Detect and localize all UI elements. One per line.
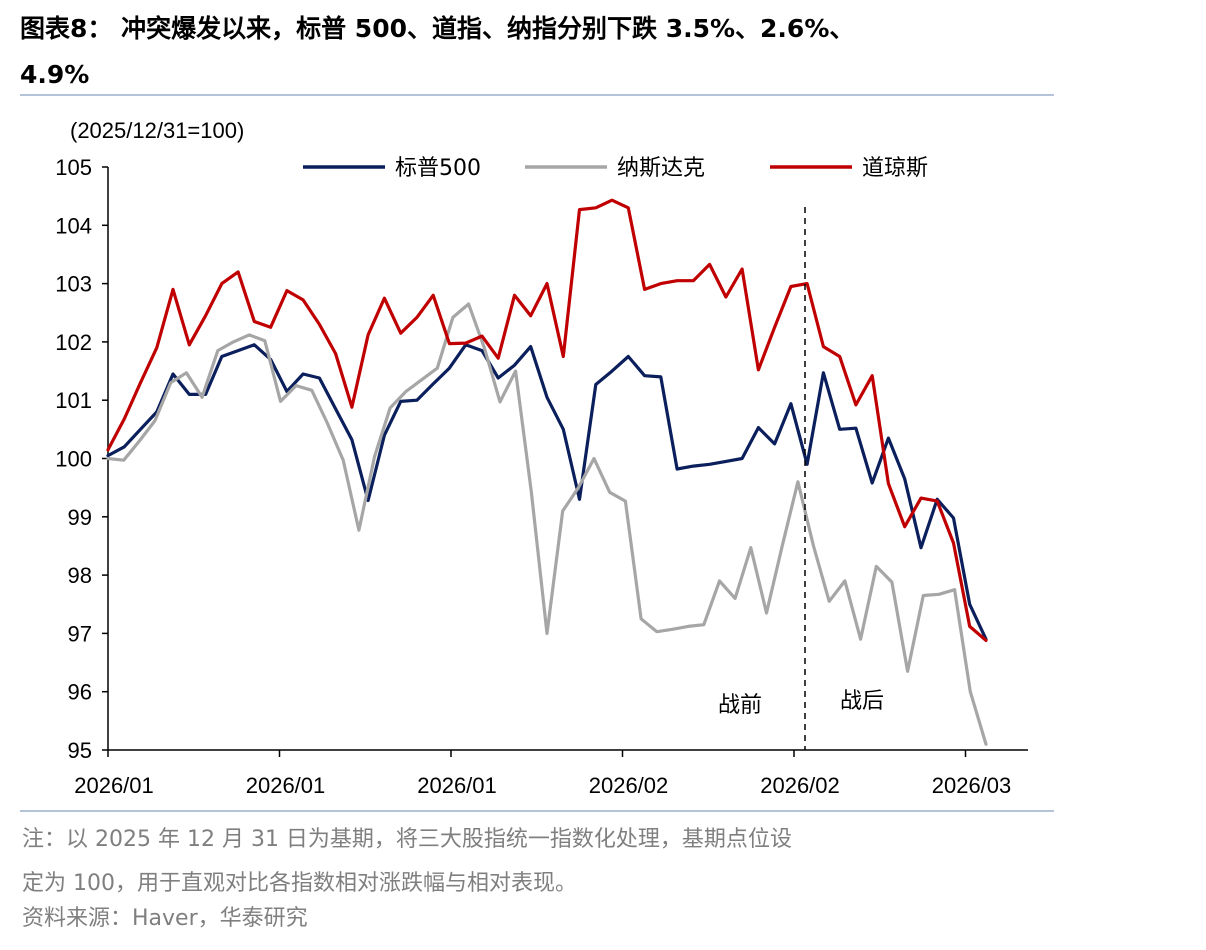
legend-label: 标普500 <box>395 156 481 181</box>
x-tick-label: 2026/01 <box>246 773 326 798</box>
annotation-before: 战前 <box>718 693 762 718</box>
note-line-1: 注：以 2025 年 12 月 31 日为基期，将三大股指统一指数化处理，基期点… <box>22 827 792 852</box>
series-line-3 <box>106 198 988 643</box>
title-line-2: 4.9% <box>20 60 90 89</box>
x-tick-label: 2026/01 <box>74 773 154 798</box>
annotation-after: 战后 <box>840 689 884 714</box>
y-tick-label: 99 <box>68 505 92 530</box>
legend-label: 纳斯达克 <box>617 156 705 181</box>
chart-source: 资料来源：Haver，华泰研究 <box>22 906 308 931</box>
y-tick-label: 100 <box>55 447 92 472</box>
y-tick-label: 101 <box>55 388 92 413</box>
footer-divider <box>20 810 1054 812</box>
legend-label: 道琼斯 <box>862 156 928 181</box>
x-tick-label: 2026/02 <box>589 773 669 798</box>
x-tick-label: 2026/03 <box>932 773 1012 798</box>
y-tick-label: 97 <box>68 621 92 646</box>
line-chart: 95 96 97 98 99 100 101 102 103 104 105 2026/01 2026/… <box>55 155 1028 798</box>
y-tick-label: 98 <box>68 563 92 588</box>
title-divider <box>20 94 1054 96</box>
x-tick-label: 2026/02 <box>760 773 840 798</box>
y-axis-unit-label: (2025/12/31=100) <box>70 118 245 143</box>
chart-title: 图表8： 冲突爆发以来，标普 500、道指、纳指分别下跌 3.5%、2.6%、 … <box>20 6 1060 98</box>
series-line-1 <box>106 343 988 641</box>
series-line-2 <box>106 302 988 746</box>
y-tick-label: 102 <box>55 330 92 355</box>
y-tick-label: 105 <box>55 155 92 180</box>
y-tick-label: 104 <box>55 213 92 238</box>
note-line-2: 定为 100，用于直观对比各指数相对涨跌幅与相对表现。 <box>22 871 577 896</box>
title-line-1: 图表8： 冲突爆发以来，标普 500、道指、纳指分别下跌 3.5%、2.6%、 <box>20 14 855 43</box>
chart-note: 注：以 2025 年 12 月 31 日为基期，将三大股指统一指数化处理，基期点… <box>22 818 1052 906</box>
x-tick-label: 2026/01 <box>417 773 497 798</box>
y-tick-label: 95 <box>68 738 92 763</box>
y-tick-label: 96 <box>68 680 92 705</box>
y-tick-label: 103 <box>55 272 92 297</box>
